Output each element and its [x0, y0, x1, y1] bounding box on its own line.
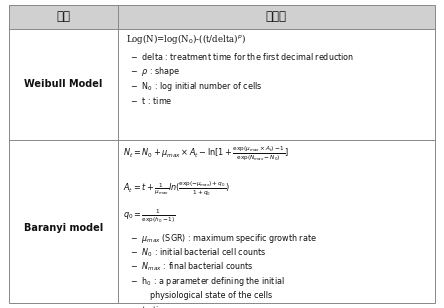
Bar	[9, 5, 435, 29]
Text: 분류: 분류	[56, 10, 70, 23]
Text: $A_t=t+\frac{1}{\mu_{max}}ln(\frac{\exp(-\mu_{max})+q_0}{1+q_0})$: $A_t=t+\frac{1}{\mu_{max}}ln(\frac{\exp(…	[123, 179, 230, 198]
Text: Log(N)=log(N$_0$)-((t/delta)$^p$): Log(N)=log(N$_0$)-((t/delta)$^p$)	[126, 32, 246, 46]
Text: $-$  $\rho$ : shape: $-$ $\rho$ : shape	[130, 65, 181, 78]
Text: $N_t = N_0+\mu_{max}\times A_t-\ln[1+\frac{\exp(\mu_{max}\times A_t)-1}{\exp(N_{: $N_t = N_0+\mu_{max}\times A_t-\ln[1+\fr…	[123, 145, 289, 163]
Text: $-$  h$_0$ : a parameter defining the initial: $-$ h$_0$ : a parameter defining the ini…	[130, 275, 285, 288]
Text: Baranyi model: Baranyi model	[24, 223, 103, 233]
Text: Weibull Model: Weibull Model	[24, 79, 103, 89]
Text: $-$  $\mu_{max}$ (SGR) : maximum specific growth rate: $-$ $\mu_{max}$ (SGR) : maximum specific…	[130, 232, 317, 245]
Text: $-$  $N_0$ : initial bacterial cell counts: $-$ $N_0$ : initial bacterial cell count…	[130, 246, 266, 259]
Text: $-$  N$_0$ : log initial number of cells: $-$ N$_0$ : log initial number of cells	[130, 80, 262, 93]
Text: $-$  t : time: $-$ t : time	[130, 95, 173, 106]
Text: physiological state of the cells: physiological state of the cells	[130, 291, 272, 300]
Text: 계산식: 계산식	[266, 10, 287, 23]
Text: $-$  $t$ : time: $-$ $t$ : time	[130, 304, 173, 308]
Text: $q_0=\frac{1}{\exp(h_0-1)}$: $q_0=\frac{1}{\exp(h_0-1)}$	[123, 208, 176, 225]
Text: $-$  $N_{max}$ : final bacterial counts: $-$ $N_{max}$ : final bacterial counts	[130, 261, 254, 273]
Text: $-$  delta : treatment time for the first decimal reduction: $-$ delta : treatment time for the first…	[130, 51, 354, 62]
